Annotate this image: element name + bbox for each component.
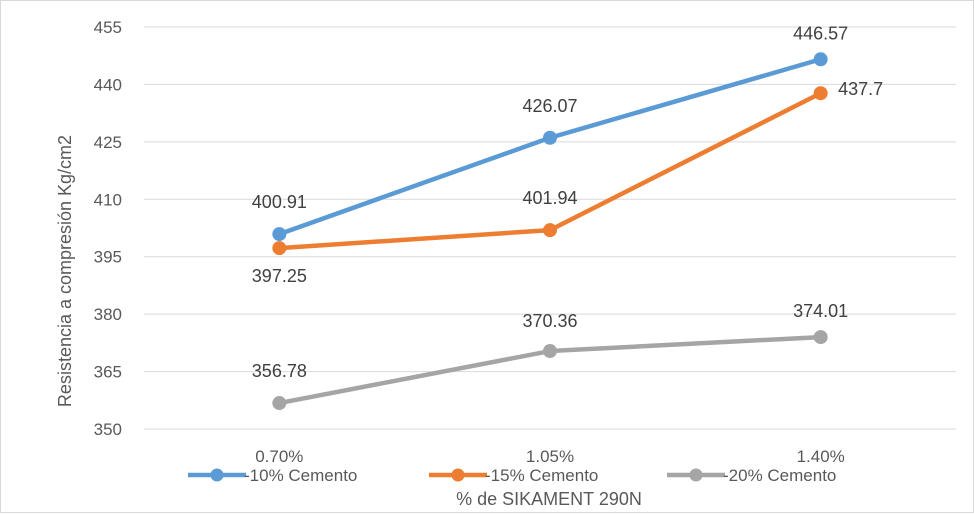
data-point bbox=[813, 330, 828, 345]
data-point bbox=[272, 227, 287, 242]
y-tick-label: 410 bbox=[94, 190, 122, 209]
data-point bbox=[543, 223, 557, 238]
data-label: 446.57 bbox=[793, 23, 848, 43]
x-axis-title: % de SIKAMENT 290N bbox=[456, 489, 642, 509]
data-point bbox=[543, 130, 557, 145]
data-labels: 400.91 426.07 446.57 397.25 401.94 437.7 356.7… bbox=[252, 23, 883, 381]
x-tick-label: 0.70% bbox=[255, 447, 303, 466]
data-label: 397.25 bbox=[252, 266, 307, 286]
x-axis-ticks: 0.70% 1.05% 1.40% bbox=[255, 447, 845, 466]
y-tick-label: 425 bbox=[94, 133, 122, 152]
data-point bbox=[813, 86, 828, 101]
y-tick-label: 395 bbox=[94, 248, 122, 267]
data-label: 426.07 bbox=[522, 96, 577, 116]
legend-item-3: -20% Cemento bbox=[667, 466, 836, 485]
data-label: 400.91 bbox=[252, 192, 307, 212]
y-axis-title: Resistencia a compresión Kg/cm2 bbox=[55, 135, 75, 407]
y-axis-ticks: 350 365 380 395 410 425 440 455 bbox=[94, 18, 122, 439]
data-point bbox=[272, 241, 287, 256]
legend: -10% Cemento -15% Cemento -20% Cemento bbox=[188, 466, 836, 485]
legend-item-1: -10% Cemento bbox=[188, 466, 357, 485]
legend-label: -15% Cemento bbox=[485, 466, 598, 485]
legend-label: -10% Cemento bbox=[244, 466, 357, 485]
data-label: 356.78 bbox=[252, 361, 307, 381]
legend-label: -20% Cemento bbox=[723, 466, 836, 485]
y-tick-label: 350 bbox=[94, 420, 122, 439]
x-tick-label: 1.05% bbox=[526, 447, 574, 466]
data-point bbox=[543, 344, 557, 359]
series-lines bbox=[272, 52, 828, 411]
data-label: 370.36 bbox=[522, 311, 577, 331]
data-point bbox=[813, 52, 828, 67]
legend-swatch-marker bbox=[451, 468, 465, 482]
data-label: 374.01 bbox=[793, 301, 848, 321]
data-label: 437.7 bbox=[838, 79, 883, 99]
data-point bbox=[272, 396, 287, 411]
y-tick-label: 380 bbox=[94, 305, 122, 324]
legend-swatch-marker bbox=[210, 468, 224, 482]
y-tick-label: 365 bbox=[94, 363, 122, 382]
y-tick-label: 440 bbox=[94, 75, 122, 94]
data-label: 401.94 bbox=[522, 188, 577, 208]
y-tick-label: 455 bbox=[94, 18, 122, 37]
legend-swatch-marker bbox=[689, 468, 703, 482]
x-tick-label: 1.40% bbox=[797, 447, 845, 466]
legend-item-2: -15% Cemento bbox=[429, 466, 598, 485]
